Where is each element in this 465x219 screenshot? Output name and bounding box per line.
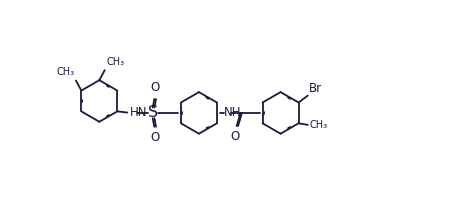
Text: S: S	[148, 105, 158, 120]
Text: CH₃: CH₃	[106, 57, 124, 67]
Text: CH₃: CH₃	[309, 120, 327, 130]
Text: NH: NH	[224, 106, 241, 119]
Text: O: O	[151, 131, 159, 144]
Text: CH₃: CH₃	[56, 67, 74, 78]
Text: O: O	[231, 130, 240, 143]
Text: HN: HN	[130, 106, 147, 119]
Text: O: O	[151, 81, 159, 94]
Text: Br: Br	[309, 82, 323, 95]
